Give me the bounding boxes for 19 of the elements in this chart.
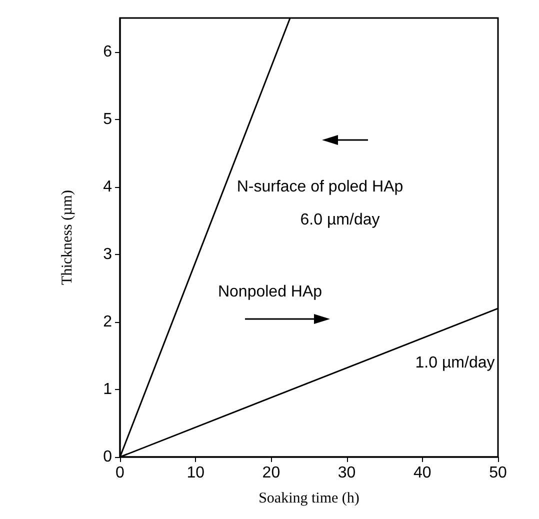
y-tick-label: 6 — [103, 43, 112, 60]
y-tick-label: 4 — [103, 178, 112, 196]
y-tick-label: 5 — [103, 110, 112, 128]
y-tick-label: 3 — [103, 246, 112, 263]
annotation: N-surface of poled HAp — [236, 178, 404, 196]
x-tick-label: 50 — [489, 464, 507, 482]
x-axis-title: Soaking time (h) — [258, 490, 360, 506]
y-tick-label: 2 — [103, 313, 112, 330]
x-tick-label: 30 — [338, 464, 356, 482]
y-tick-label: 1 — [103, 380, 112, 398]
x-tick-label: 20 — [262, 464, 280, 482]
x-tick-label: 0 — [116, 464, 125, 482]
annotation: 6.0 µm/day — [300, 212, 380, 228]
y-tick-label: 0 — [103, 448, 112, 466]
y-axis-title: Thickness (µm) — [60, 190, 76, 285]
x-tick-label: 10 — [186, 464, 205, 482]
annotation: 1.0 µm/day — [415, 354, 495, 372]
annotation: Nonpoled HAp — [218, 284, 322, 300]
x-tick-label: 40 — [414, 464, 432, 482]
